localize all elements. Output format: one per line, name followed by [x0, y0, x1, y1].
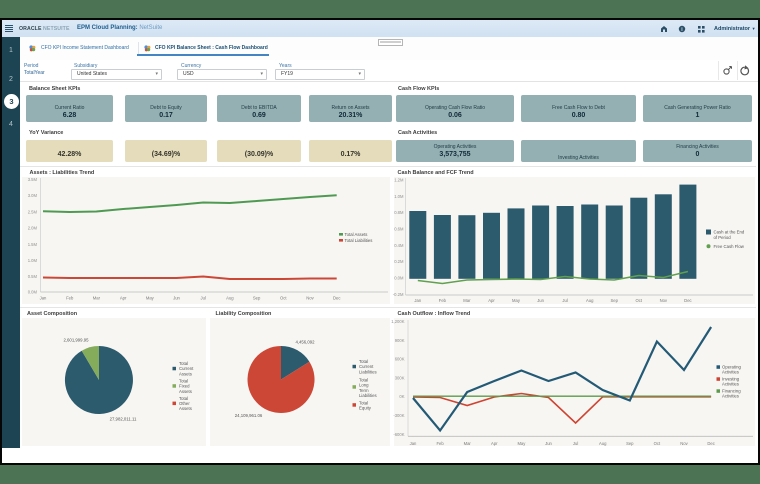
svg-text:Oct: Oct [636, 298, 643, 303]
svg-text:Jul: Jul [201, 296, 206, 301]
svg-text:Oct: Oct [654, 441, 661, 446]
svg-text:Mar: Mar [464, 441, 472, 446]
svg-text:May: May [146, 296, 155, 301]
svg-text:Liabilities: Liabilities [359, 393, 377, 398]
svg-text:Total Assets: Total Assets [345, 232, 368, 237]
svg-text:1.0M: 1.0M [394, 194, 404, 199]
svg-text:Jan: Jan [414, 298, 421, 303]
svg-text:Jul: Jul [562, 298, 567, 303]
svg-text:Jan: Jan [410, 441, 417, 446]
svg-text:Equity: Equity [359, 406, 372, 411]
svg-text:0.6M: 0.6M [394, 227, 404, 232]
svg-text:0.5M: 0.5M [28, 274, 38, 279]
svg-text:Dec: Dec [684, 298, 691, 303]
svg-text:0.0M: 0.0M [28, 290, 38, 295]
svg-text:1.2M: 1.2M [394, 178, 404, 183]
svg-text:1.5M: 1.5M [28, 242, 38, 247]
svg-text:May: May [517, 441, 526, 446]
svg-text:0.2M: 0.2M [394, 259, 404, 264]
svg-text:Dec: Dec [333, 296, 340, 301]
svg-text:24,109,961.06: 24,109,961.06 [235, 413, 263, 418]
svg-text:Current: Current [179, 366, 194, 371]
svg-text:Activities: Activities [722, 382, 739, 387]
svg-text:Total: Total [359, 401, 368, 406]
svg-text:Assets: Assets [179, 406, 192, 411]
svg-text:Aug: Aug [226, 296, 234, 301]
svg-text:Aug: Aug [599, 441, 607, 446]
svg-text:Liabilities: Liabilities [359, 369, 377, 374]
svg-text:Sep: Sep [626, 441, 634, 446]
svg-text:900K: 900K [395, 338, 405, 343]
svg-text:0.8M: 0.8M [394, 210, 404, 215]
svg-text:4,456,092: 4,456,092 [295, 340, 315, 345]
svg-text:300K: 300K [395, 375, 405, 380]
svg-text:Cash at the End: Cash at the End [714, 230, 745, 235]
svg-text:2.5M: 2.5M [28, 209, 38, 214]
svg-text:Total Liabilities: Total Liabilities [345, 238, 373, 243]
svg-text:Nov: Nov [660, 298, 668, 303]
svg-text:Jul: Jul [573, 441, 578, 446]
svg-text:-600K: -600K [393, 432, 404, 437]
svg-text:Activities: Activities [722, 370, 739, 375]
svg-text:Activities: Activities [722, 394, 739, 399]
svg-text:Mar: Mar [463, 298, 471, 303]
svg-text:Apr: Apr [120, 296, 127, 301]
svg-text:-0.2M: -0.2M [393, 292, 404, 297]
svg-text:Sep: Sep [253, 296, 261, 301]
svg-text:Apr: Apr [491, 441, 498, 446]
svg-text:2.0M: 2.0M [28, 226, 38, 231]
svg-text:Oct: Oct [280, 296, 287, 301]
svg-text:0.4M: 0.4M [394, 243, 404, 248]
svg-text:Total: Total [179, 361, 188, 366]
svg-text:Total: Total [179, 378, 188, 383]
svg-text:Assets: Assets [179, 371, 192, 376]
svg-text:i: i [681, 27, 683, 33]
svg-text:-300K: -300K [393, 413, 404, 418]
svg-text:3.0M: 3.0M [28, 193, 38, 198]
svg-text:1.0M: 1.0M [28, 258, 38, 263]
svg-text:Investing: Investing [722, 377, 740, 382]
svg-text:Nov: Nov [306, 296, 314, 301]
svg-text:Assets: Assets [179, 389, 192, 394]
svg-text:Total: Total [359, 359, 368, 364]
svg-text:Free Cash Flow: Free Cash Flow [714, 244, 745, 249]
svg-text:Sep: Sep [610, 298, 618, 303]
svg-text:Total: Total [179, 396, 188, 401]
svg-text:Current: Current [359, 364, 374, 369]
svg-text:Operating: Operating [722, 365, 741, 370]
svg-text:0.0M: 0.0M [394, 276, 404, 281]
svg-text:of Period: of Period [714, 235, 732, 240]
svg-text:1,200K: 1,200K [391, 319, 404, 324]
svg-text:Jun: Jun [545, 441, 552, 446]
svg-text:Fixed: Fixed [179, 384, 190, 389]
svg-text:600K: 600K [395, 357, 405, 362]
svg-text:Jun: Jun [173, 296, 180, 301]
svg-text:Term: Term [359, 388, 369, 393]
svg-text:Feb: Feb [439, 298, 447, 303]
svg-text:Dec: Dec [707, 441, 714, 446]
svg-text:May: May [512, 298, 521, 303]
svg-text:Apr: Apr [488, 298, 495, 303]
svg-text:Long: Long [359, 383, 369, 388]
svg-text:Nov: Nov [680, 441, 688, 446]
svg-text:Other: Other [179, 401, 190, 406]
svg-text:0K: 0K [399, 394, 404, 399]
svg-text:2,601,999.95: 2,601,999.95 [63, 338, 89, 343]
svg-text:Financing: Financing [722, 389, 741, 394]
svg-text:3.5M: 3.5M [28, 177, 38, 182]
svg-text:Feb: Feb [436, 441, 444, 446]
svg-text:Jun: Jun [537, 298, 544, 303]
svg-text:Mar: Mar [93, 296, 101, 301]
svg-text:Aug: Aug [586, 298, 594, 303]
svg-text:Jan: Jan [40, 296, 47, 301]
svg-text:Feb: Feb [66, 296, 74, 301]
svg-text:27,982,011.11: 27,982,011.11 [110, 417, 137, 422]
svg-text:Total: Total [359, 377, 368, 382]
